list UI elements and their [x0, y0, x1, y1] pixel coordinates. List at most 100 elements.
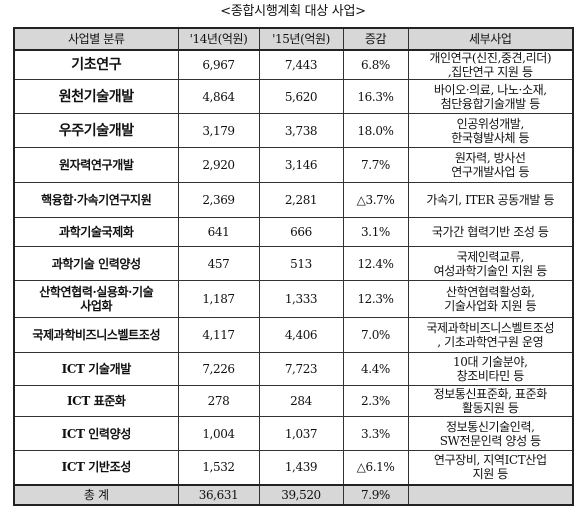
table-row: 국제과학비즈니스벨트조성 4,117 4,406 7.0% 국제과학비즈니스벨트조성, … [13, 317, 574, 353]
budget-2015-cell: 284 [258, 385, 344, 417]
category-cell: ICT 기반조성 [13, 450, 179, 485]
cell-line: ICT 표준화 [66, 394, 126, 408]
cell-line: 활동지원 등 [461, 401, 519, 415]
change-cell: 2.3% [342, 385, 409, 417]
budget-2015-cell: 1,037 [258, 416, 344, 451]
cell-line: ICT 인력양성 [61, 426, 132, 441]
cell-line: ,집단연구 지원 등 [447, 65, 533, 79]
cell-line: 원자력연구개발 [59, 158, 134, 172]
budget-2014-cell: 7,226 [177, 352, 260, 386]
cell-line: , 기초과학연구원 운영 [437, 335, 544, 349]
budget-2015-cell: 3,738 [258, 113, 344, 148]
cell-line: 인공위성개발, [456, 116, 525, 131]
budget-2015-cell: 666 [258, 217, 344, 247]
detail-cell: 원자력, 방사선 연구개발사업 등 [407, 147, 574, 183]
cell-line: ICT 기술개발 [61, 362, 132, 376]
cell-line: 원천기술개발 [58, 88, 134, 105]
detail-cell: 바이오·의료, 나노·소재, 첨단융합기술개발 등 [407, 79, 574, 114]
header-detail: 세부사업 [407, 27, 574, 51]
detail-cell: 개인연구(신진,중견,리더) ,집단연구 지원 등 [407, 49, 574, 80]
category-cell: ICT 기술개발 [13, 352, 179, 386]
table-header: 사업별 분류 '14년(억원) '15년(억원) 증감 세부사업 [13, 27, 574, 51]
cell-line: 정보통신표준화, 표준화 [433, 387, 548, 401]
change-cell: 12.4% [342, 246, 409, 281]
header-category: 사업별 분류 [13, 27, 179, 51]
detail-cell: 산학연협력활성화, 기술사업화 지원 등 [407, 280, 574, 318]
header-change: 증감 [342, 27, 409, 51]
detail-cell: 10대 기술분야, 창조비타민 등 [407, 352, 574, 386]
category-cell: 우주기술개발 [13, 113, 179, 148]
budget-2014-cell: 1,187 [177, 280, 260, 318]
budget-2014-cell: 6,967 [177, 49, 260, 80]
table-row: 우주기술개발 3,179 3,738 18.0% 인공위성개발, 한국형발사체 등 [13, 113, 574, 148]
total-change-cell: 7.9% [342, 483, 409, 505]
cell-line: 국가간 협력기반 조성 등 [431, 225, 549, 239]
table-row: 원자력연구개발 2,920 3,146 7.7% 원자력, 방사선 연구개발사업 등 [13, 147, 574, 183]
budget-2014-cell: 1,532 [177, 450, 260, 485]
table-row: 과학기술 인력양성 457 513 12.4% 국제인력교류, 여성과학기술인 지원 등 [13, 246, 574, 281]
cell-line: SW전문인력 양성 등 [439, 433, 541, 448]
cell-line: 가속기, ITER 공동개발 등 [426, 193, 555, 207]
detail-cell: 국제인력교류, 여성과학기술인 지원 등 [407, 246, 574, 281]
table-row: 과학기술국제화 641 666 3.1% 국가간 협력기반 조성 등 [13, 217, 574, 247]
budget-2014-cell: 1,004 [177, 416, 260, 451]
change-cell: 7.7% [342, 147, 409, 183]
budget-2015-cell: 7,443 [258, 49, 344, 80]
cell-line: 과학기술국제화 [59, 225, 134, 239]
detail-cell: 연구장비, 지역ICT산업 지원 등 [407, 450, 574, 485]
category-cell: 기초연구 [13, 49, 179, 80]
category-cell: 핵융합·가속기연구지원 [13, 182, 179, 218]
total-detail-cell [407, 483, 574, 505]
budget-2014-cell: 278 [177, 385, 260, 417]
budget-2014-cell: 3,179 [177, 113, 260, 148]
table-row: 산학연협력·실용화·기술 사업화 1,187 1,333 12.3% 산학연협력활성화, 기… [13, 280, 574, 318]
table-row: 기초연구 6,967 7,443 6.8% 개인연구(신진,중견,리더) ,집단연구 지원… [13, 49, 574, 80]
cell-line: 첨단융합기술개발 등 [440, 96, 541, 111]
budget-2014-cell: 641 [177, 217, 260, 247]
budget-2015-cell: 1,439 [258, 450, 344, 485]
total-2015-cell: 39,520 [258, 483, 344, 505]
cell-line: 한국형발사체 등 [451, 130, 530, 145]
table-body: 기초연구 6,967 7,443 6.8% 개인연구(신진,중견,리더) ,집단연구 지원… [13, 49, 574, 505]
cell-line: 사업화 [80, 299, 113, 313]
cell-line: 산학연협력활성화, [445, 285, 535, 299]
total-label-cell: 총 계 [13, 483, 179, 505]
category-cell: ICT 인력양성 [13, 416, 179, 451]
cell-line: 정보통신기술인력, [445, 419, 535, 434]
change-cell: 3.3% [342, 416, 409, 451]
budget-2014-cell: 457 [177, 246, 260, 281]
cell-line: 국제과학비즈니스벨트조성 [426, 321, 555, 335]
cell-line: 산학연협력·실용화·기술 [39, 285, 154, 299]
cell-line: 기술사업화 지원 등 [444, 299, 537, 313]
table-row: 핵융합·가속기연구지원 2,369 2,281 △3.7% 가속기, ITER 공동개발… [13, 182, 574, 218]
change-cell: 16.3% [342, 79, 409, 114]
detail-cell: 국제과학비즈니스벨트조성, 기초과학연구원 운영 [407, 317, 574, 353]
cell-line: 우주기술개발 [58, 122, 134, 139]
cell-line: 국제인력교류, [456, 249, 525, 264]
budget-2015-cell: 2,281 [258, 182, 344, 218]
table-caption: <종합시행계획 대상 사업> [220, 4, 366, 19]
cell-line: 10대 기술분야, [453, 355, 528, 369]
cell-line: ICT 기반조성 [61, 460, 132, 475]
budget-2015-cell: 7,723 [258, 352, 344, 386]
change-cell: 4.4% [342, 352, 409, 386]
budget-2014-cell: 4,117 [177, 317, 260, 353]
cell-line: 원자력, 방사선 [454, 151, 526, 165]
category-cell: 원천기술개발 [13, 79, 179, 114]
cell-line: 창조비타민 등 [456, 369, 525, 383]
category-cell: 산학연협력·실용화·기술 사업화 [13, 280, 179, 318]
cell-line: 지원 등 [472, 467, 509, 482]
total-2014-cell: 36,631 [177, 483, 260, 505]
header-2015: '15년(억원) [258, 27, 344, 51]
cell-line: 연구개발사업 등 [451, 165, 530, 179]
cell-line: 핵융합·가속기연구지원 [41, 193, 152, 207]
table-row: ICT 표준화 278 284 2.3% 정보통신표준화, 표준화 활동지원 등 [13, 385, 574, 417]
cell-line: 개인연구(신진,중견,리더) [429, 51, 552, 65]
table-row: 원천기술개발 4,864 5,620 16.3% 바이오·의료, 나노·소재, 첨단융합기… [13, 79, 574, 114]
plan-table: 사업별 분류 '14년(억원) '15년(억원) 증감 세부사업 기초연구 6,9… [13, 27, 574, 506]
category-cell: 원자력연구개발 [13, 147, 179, 183]
budget-2015-cell: 1,333 [258, 280, 344, 318]
cell-line: 연구장비, 지역ICT산업 [433, 453, 547, 468]
change-cell: 18.0% [342, 113, 409, 148]
table-row: ICT 인력양성 1,004 1,037 3.3% 정보통신기술인력, SW전문인력 양성… [13, 416, 574, 451]
